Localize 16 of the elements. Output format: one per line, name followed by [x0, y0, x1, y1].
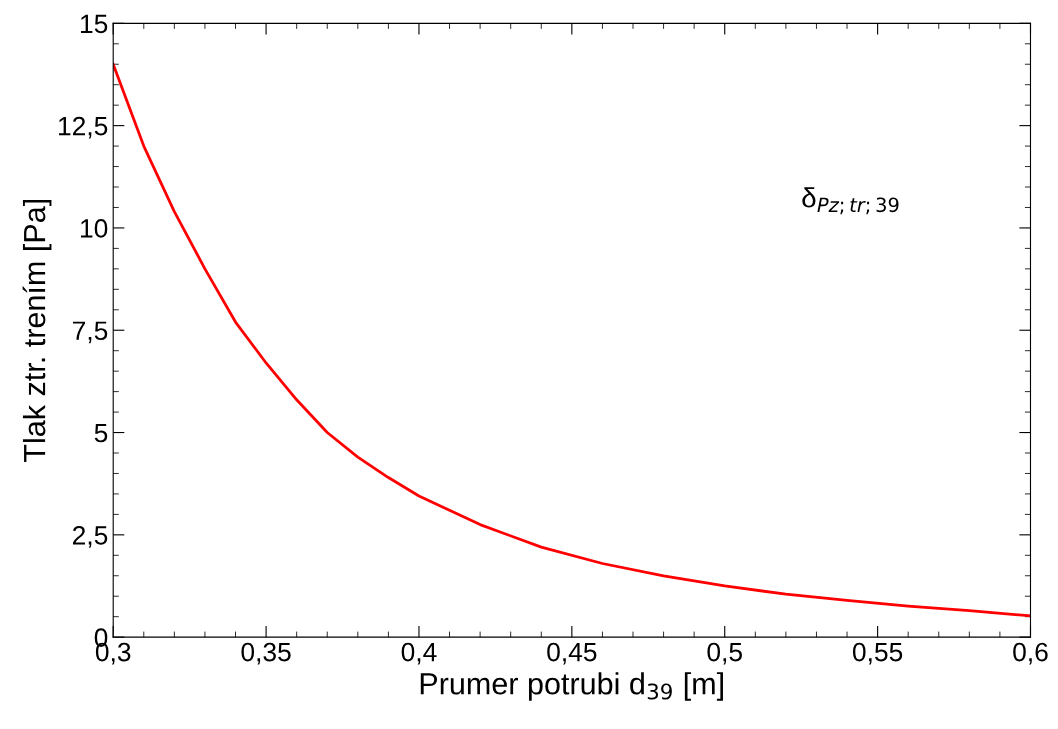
- x-tick-label: 0,5: [707, 642, 742, 665]
- y-tick-label: 5: [94, 423, 108, 443]
- x-tick-label: 0,4: [401, 642, 437, 665]
- y-tick-label: 15: [81, 14, 108, 34]
- y-tick-label: 10: [81, 219, 108, 238]
- y-tick-label: 2,5: [72, 525, 108, 548]
- line-series: [113, 62, 1031, 618]
- y-tick-label: 7,5: [73, 321, 108, 344]
- annotation: δ$_{Pz;tr;39}$: [802, 187, 899, 215]
- x-tick-label: 0,35: [241, 642, 291, 665]
- x-tick-label: 0,6: [1013, 642, 1048, 665]
- x-tick-label: 0,45: [547, 642, 597, 665]
- x-axis-title: Prumer potrubi d$_{39}$ [m]: [420, 672, 723, 701]
- y-tick-label: 12,5: [59, 116, 108, 139]
- x-tick-label: 0,55: [852, 642, 903, 665]
- y-axis-title: Tlak ztr. trením [Pa]: [22, 199, 52, 462]
